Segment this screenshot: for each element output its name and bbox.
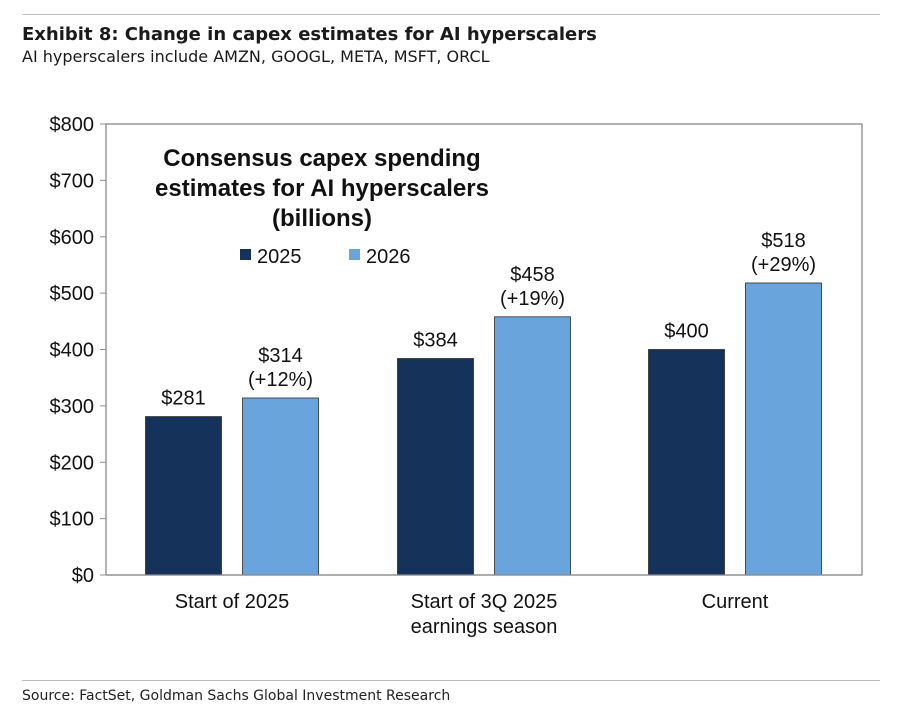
bar-2026-1 [242, 397, 319, 576]
y-tick-label: $600 [50, 227, 95, 249]
legend-swatch-2025 [240, 249, 251, 260]
data-label: $314 [258, 345, 303, 367]
y-tick-label: $700 [50, 170, 95, 192]
data-label: $281 [161, 388, 206, 410]
data-label: (+29%) [751, 254, 816, 276]
data-label: $384 [413, 330, 458, 352]
bar-2025-2 [397, 358, 474, 576]
bar-2026-2 [494, 316, 571, 576]
y-tick-label: $0 [72, 565, 94, 587]
source-note: Source: FactSet, Goldman Sachs Global In… [22, 688, 451, 704]
y-tick-label: $800 [50, 114, 95, 136]
top-rule [22, 14, 880, 15]
chart-title-line: estimates for AI hyperscalers [155, 175, 489, 202]
y-tick-label: $100 [50, 509, 95, 531]
y-tick-label: $200 [50, 452, 95, 474]
chart-title-line: (billions) [272, 205, 372, 232]
data-label: $518 [761, 230, 806, 252]
bottom-rule [22, 680, 880, 681]
x-category-label: earnings season [411, 616, 558, 638]
data-label: $458 [510, 264, 555, 286]
bar-2025-1 [145, 416, 222, 576]
chart-title-line: Consensus capex spending [163, 145, 480, 172]
y-tick-label: $400 [50, 340, 95, 362]
legend-swatch-2026 [349, 249, 360, 260]
x-category-label: Start of 3Q 2025 [411, 591, 558, 613]
bar-2026-3 [745, 282, 822, 576]
exhibit-title: Exhibit 8: Change in capex estimates for… [22, 24, 597, 45]
x-category-label: Start of 2025 [175, 591, 290, 613]
y-tick-label: $300 [50, 396, 95, 418]
data-label: (+12%) [248, 369, 313, 391]
data-label: (+19%) [500, 288, 565, 310]
legend-label-2025: 2025 [257, 246, 302, 268]
x-category-label: Current [702, 591, 769, 613]
y-tick-label: $500 [50, 283, 95, 305]
bar-2025-3 [648, 349, 725, 576]
data-label: $400 [664, 321, 709, 343]
legend-label-2026: 2026 [366, 246, 411, 268]
exhibit-subtitle: AI hyperscalers include AMZN, GOOGL, MET… [22, 47, 490, 66]
